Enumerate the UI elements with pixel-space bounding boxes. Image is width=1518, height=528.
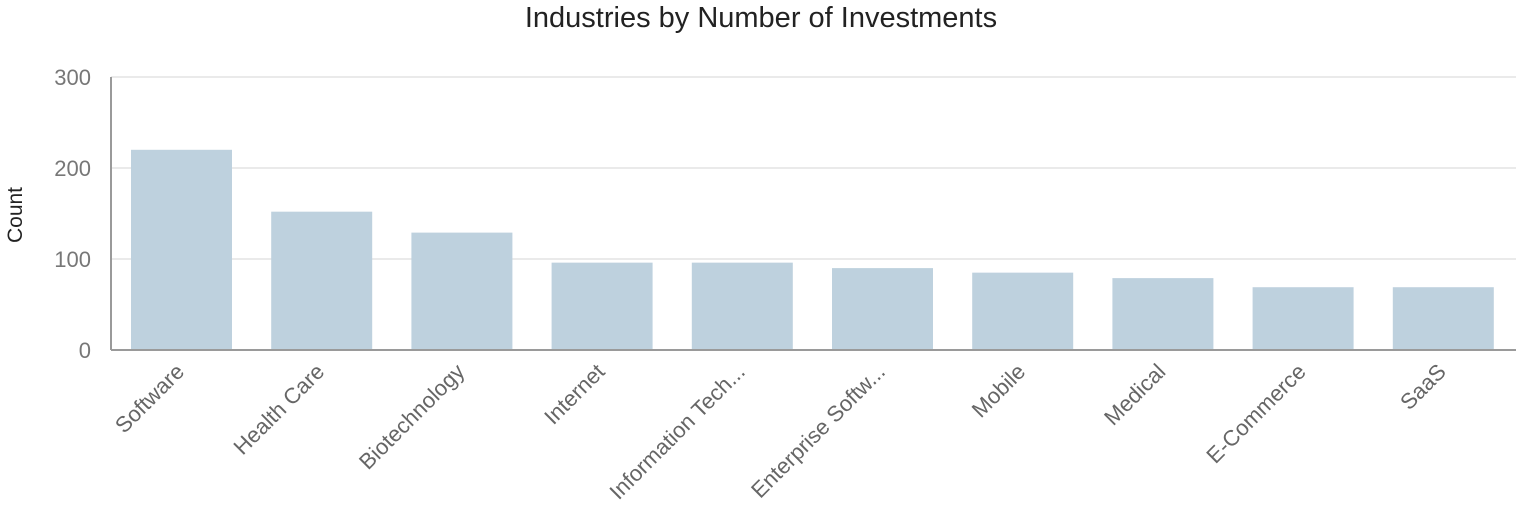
x-tick-label: Biotechnology (354, 359, 469, 474)
x-tick-label: Enterprise Softw... (746, 359, 890, 503)
x-tick-label: Software (110, 359, 189, 438)
bar (271, 211, 373, 350)
y-tick-label: 100 (54, 247, 91, 272)
bar (972, 272, 1074, 350)
bar (1112, 278, 1214, 350)
bar (1392, 287, 1494, 350)
bar (551, 262, 653, 350)
x-tick-label: E-Commerce (1201, 359, 1310, 468)
x-tick-label: SaaS (1395, 359, 1451, 415)
bar (411, 232, 513, 350)
bars (131, 149, 1494, 350)
x-axis-ticks: Software Health Care Biotechnology Internet… (110, 359, 1451, 504)
y-tick-label: 300 (54, 65, 91, 90)
y-tick-label: 200 (54, 156, 91, 181)
bar (691, 262, 793, 350)
x-tick-label: Information Tech... (604, 359, 749, 504)
x-tick-label: Health Care (229, 359, 330, 460)
y-tick-label: 0 (79, 338, 91, 363)
x-tick-label: Mobile (967, 359, 1031, 423)
bar (1252, 287, 1354, 350)
bar (832, 268, 933, 350)
y-axis-label: Count (4, 187, 27, 243)
y-axis-ticks: 0 100 200 300 (54, 65, 91, 363)
chart-title: Industries by Number of Investments (525, 2, 997, 34)
x-tick-label: Internet (539, 359, 609, 429)
bar (131, 149, 232, 350)
x-tick-label: Medical (1099, 359, 1170, 430)
